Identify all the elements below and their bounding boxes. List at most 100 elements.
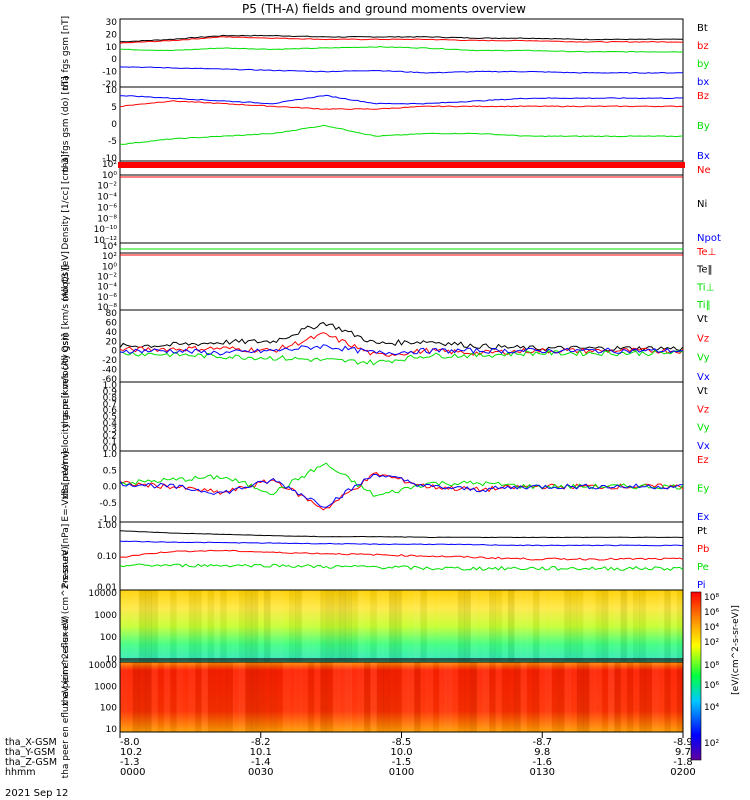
panel-0-legend-1: bz: [697, 41, 709, 52]
panel-7-legend-3: Pi: [697, 580, 706, 591]
panel-9-texture-32: [320, 662, 327, 732]
panel-8-texture-85: [651, 590, 659, 662]
panel-2-legend-0: Ne: [697, 165, 711, 176]
panel-1-series-1: [119, 124, 684, 145]
panel-8-texture-7: [163, 590, 171, 662]
panel-9-texture-33: [326, 662, 334, 732]
panel-8-spectrogram: [120, 590, 683, 662]
panel-8-texture-4: [145, 590, 152, 662]
panel-8-texture-60: [495, 590, 503, 662]
panel-7-legend-0: Pt: [697, 526, 707, 537]
panel-8-texture-73: [576, 590, 584, 662]
panel-0-series-1: [119, 36, 684, 44]
panel-9-texture-24: [270, 662, 277, 732]
panel-8-texture-16: [220, 590, 227, 662]
panel-1-legend-1: By: [697, 121, 710, 132]
panel-4-series-0: [119, 321, 684, 352]
panel-5-ytick-9: 0.1: [103, 438, 117, 448]
panel-9-texture-1: [126, 662, 134, 732]
panel-9-texture-23: [263, 662, 271, 732]
panel-0-ytick-3: 0: [111, 55, 117, 65]
panel-8-texture-5: [151, 590, 159, 662]
xaxis-tick-4-x: -8.9: [673, 737, 693, 748]
panel-1-series-2: [120, 94, 684, 105]
panel-9-texture-5: [151, 662, 159, 732]
panel-5-ytick-3: 0.7: [103, 400, 117, 410]
panel-6-ytick-1: 0.5: [103, 466, 117, 476]
panel-0-ytick-2: 10: [106, 43, 118, 53]
panel-8-texture-48: [420, 590, 428, 662]
panel-0-series-0: [119, 34, 684, 43]
panel-9-texture-88: [670, 662, 678, 732]
panel-9-texture-73: [576, 662, 584, 732]
xaxis-tick-0-t: 0000: [120, 767, 145, 778]
panel-9-texture-74: [582, 662, 590, 732]
xaxis-row-label-0: tha_X-GSM: [5, 737, 57, 748]
panel-7-series-3: [119, 540, 684, 547]
panel-8-texture-11: [188, 590, 196, 662]
panel-6-frame: [119, 450, 684, 523]
panel-8-texture-82: [632, 590, 640, 662]
panel-8-texture-33: [326, 590, 334, 662]
panel-9-texture-6: [157, 662, 165, 732]
panel-8-texture-80: [620, 590, 628, 662]
panel-7-ytick-0: 1.00: [97, 521, 117, 531]
panel-9-texture-48: [420, 662, 428, 732]
xaxis-tick-2-t: 0100: [389, 767, 414, 778]
panel-6-ytick-0: 1.0: [103, 450, 118, 460]
panel-2: Density [1/cc] [cm-3] 10²10⁰10⁻²10⁻⁴10⁻⁶1…: [61, 154, 721, 249]
panel-8-texture-53: [451, 590, 459, 662]
panel-9-texture-52: [445, 662, 453, 732]
panel-0-ytick-5: -20: [102, 80, 117, 90]
panel-9-texture-68: [545, 662, 553, 732]
panel-2-legend-2: Npot: [697, 233, 721, 244]
panel-9-texture-47: [414, 662, 421, 732]
panel-9-texture-16: [220, 662, 227, 732]
panel-8-texture-46: [407, 590, 415, 662]
panel-4-legend-0: Vt: [697, 314, 708, 325]
panel-5-ytick-0: 1.0: [103, 381, 118, 391]
panel-9-texture-62: [507, 662, 515, 732]
panel-8-texture-40: [370, 590, 377, 662]
panel-3-ytick-5: 10⁻⁶: [97, 293, 117, 303]
panel-8-texture-58: [482, 590, 490, 662]
panel-8-texture-57: [476, 590, 484, 662]
panel-9-texture-84: [645, 662, 653, 732]
panel-9-texture-75: [589, 662, 596, 732]
panel-8-texture-44: [395, 590, 402, 662]
panel-8-texture-23: [263, 590, 271, 662]
panel-8-texture-1: [126, 590, 134, 662]
panel-5-ytick-7: 0.3: [103, 425, 117, 435]
panel-8-texture-2: [132, 590, 140, 662]
panel-1-ytick-1: 5: [111, 103, 117, 113]
xaxis-tick-0-x: -8.0: [120, 737, 140, 748]
panel-8-texture-62: [507, 590, 515, 662]
panel-7-series-1: [119, 549, 684, 561]
panel-8-texture-65: [526, 590, 534, 662]
panel-8-texture-9: [176, 590, 184, 662]
panel-8-texture-12: [195, 590, 202, 662]
panel-8-texture-72: [570, 590, 578, 662]
panel-9-texture-70: [557, 662, 565, 732]
panel-8-texture-15: [213, 590, 221, 662]
panel-9-texture-39: [363, 662, 371, 732]
panel-8-ytick-2: 100: [100, 633, 117, 643]
panel-9-texture-80: [620, 662, 628, 732]
panel-9-ytick-2: 100: [100, 704, 117, 714]
panel-0: tha fgs gsm [nT] 30 20 10 0 -10 -20 Bt bz by bx: [61, 16, 709, 90]
panel-9-texture-67: [539, 662, 546, 732]
panel-9-ytick-3: 10: [106, 725, 118, 735]
panel-9-texture-54: [457, 662, 465, 732]
panel-8-texture-38: [357, 590, 365, 662]
panel-4-frame: [119, 309, 684, 383]
panel-9-texture-59: [489, 662, 496, 732]
panel-6-ytick-3: -0.5: [99, 499, 117, 509]
panel-4-legend-1: Vz: [697, 333, 709, 344]
panel-9-texture-53: [451, 662, 459, 732]
figure-title: P5 (TH-A) fields and ground moments over…: [242, 2, 526, 16]
panel-1-legend-0: Bz: [697, 91, 709, 102]
panel-3-ytick-1: 10²: [102, 252, 117, 262]
panel-3-frame: [119, 242, 684, 311]
panel-8-texture-43: [388, 590, 396, 662]
